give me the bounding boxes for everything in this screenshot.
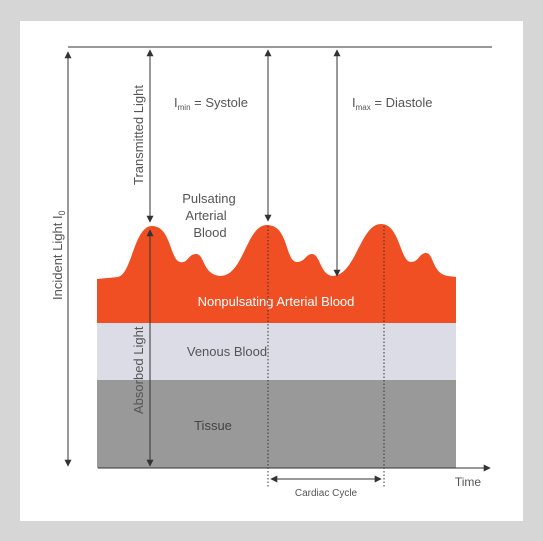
venous-blood-layer: [97, 323, 456, 380]
i-min-label: Imin = Systole: [174, 95, 248, 112]
cardiac-cycle-label: Cardiac Cycle: [295, 488, 358, 499]
pulsating-label-line1: Pulsating: [182, 191, 235, 206]
pulsating-arterial-waveform: [97, 224, 456, 279]
venous-label: Venous Blood: [187, 344, 267, 359]
nonpulsating-label: Nonpulsating Arterial Blood: [198, 294, 355, 309]
transmitted-light-label: Transmitted Light: [131, 85, 146, 185]
tissue-label: Tissue: [194, 418, 232, 433]
tissue-layer: [97, 380, 456, 468]
pulsating-label-line3: Blood: [193, 225, 226, 240]
nonpulsating-arterial-layer: [97, 279, 456, 323]
absorbed-light-label: Absorbed Light: [131, 326, 146, 414]
incident-light-label: Incident Light I0: [50, 210, 67, 300]
i-max-label: Imax = Diastole: [352, 95, 433, 112]
time-label: Time: [455, 475, 482, 489]
pulsating-label-line2: Arterial: [185, 208, 226, 223]
